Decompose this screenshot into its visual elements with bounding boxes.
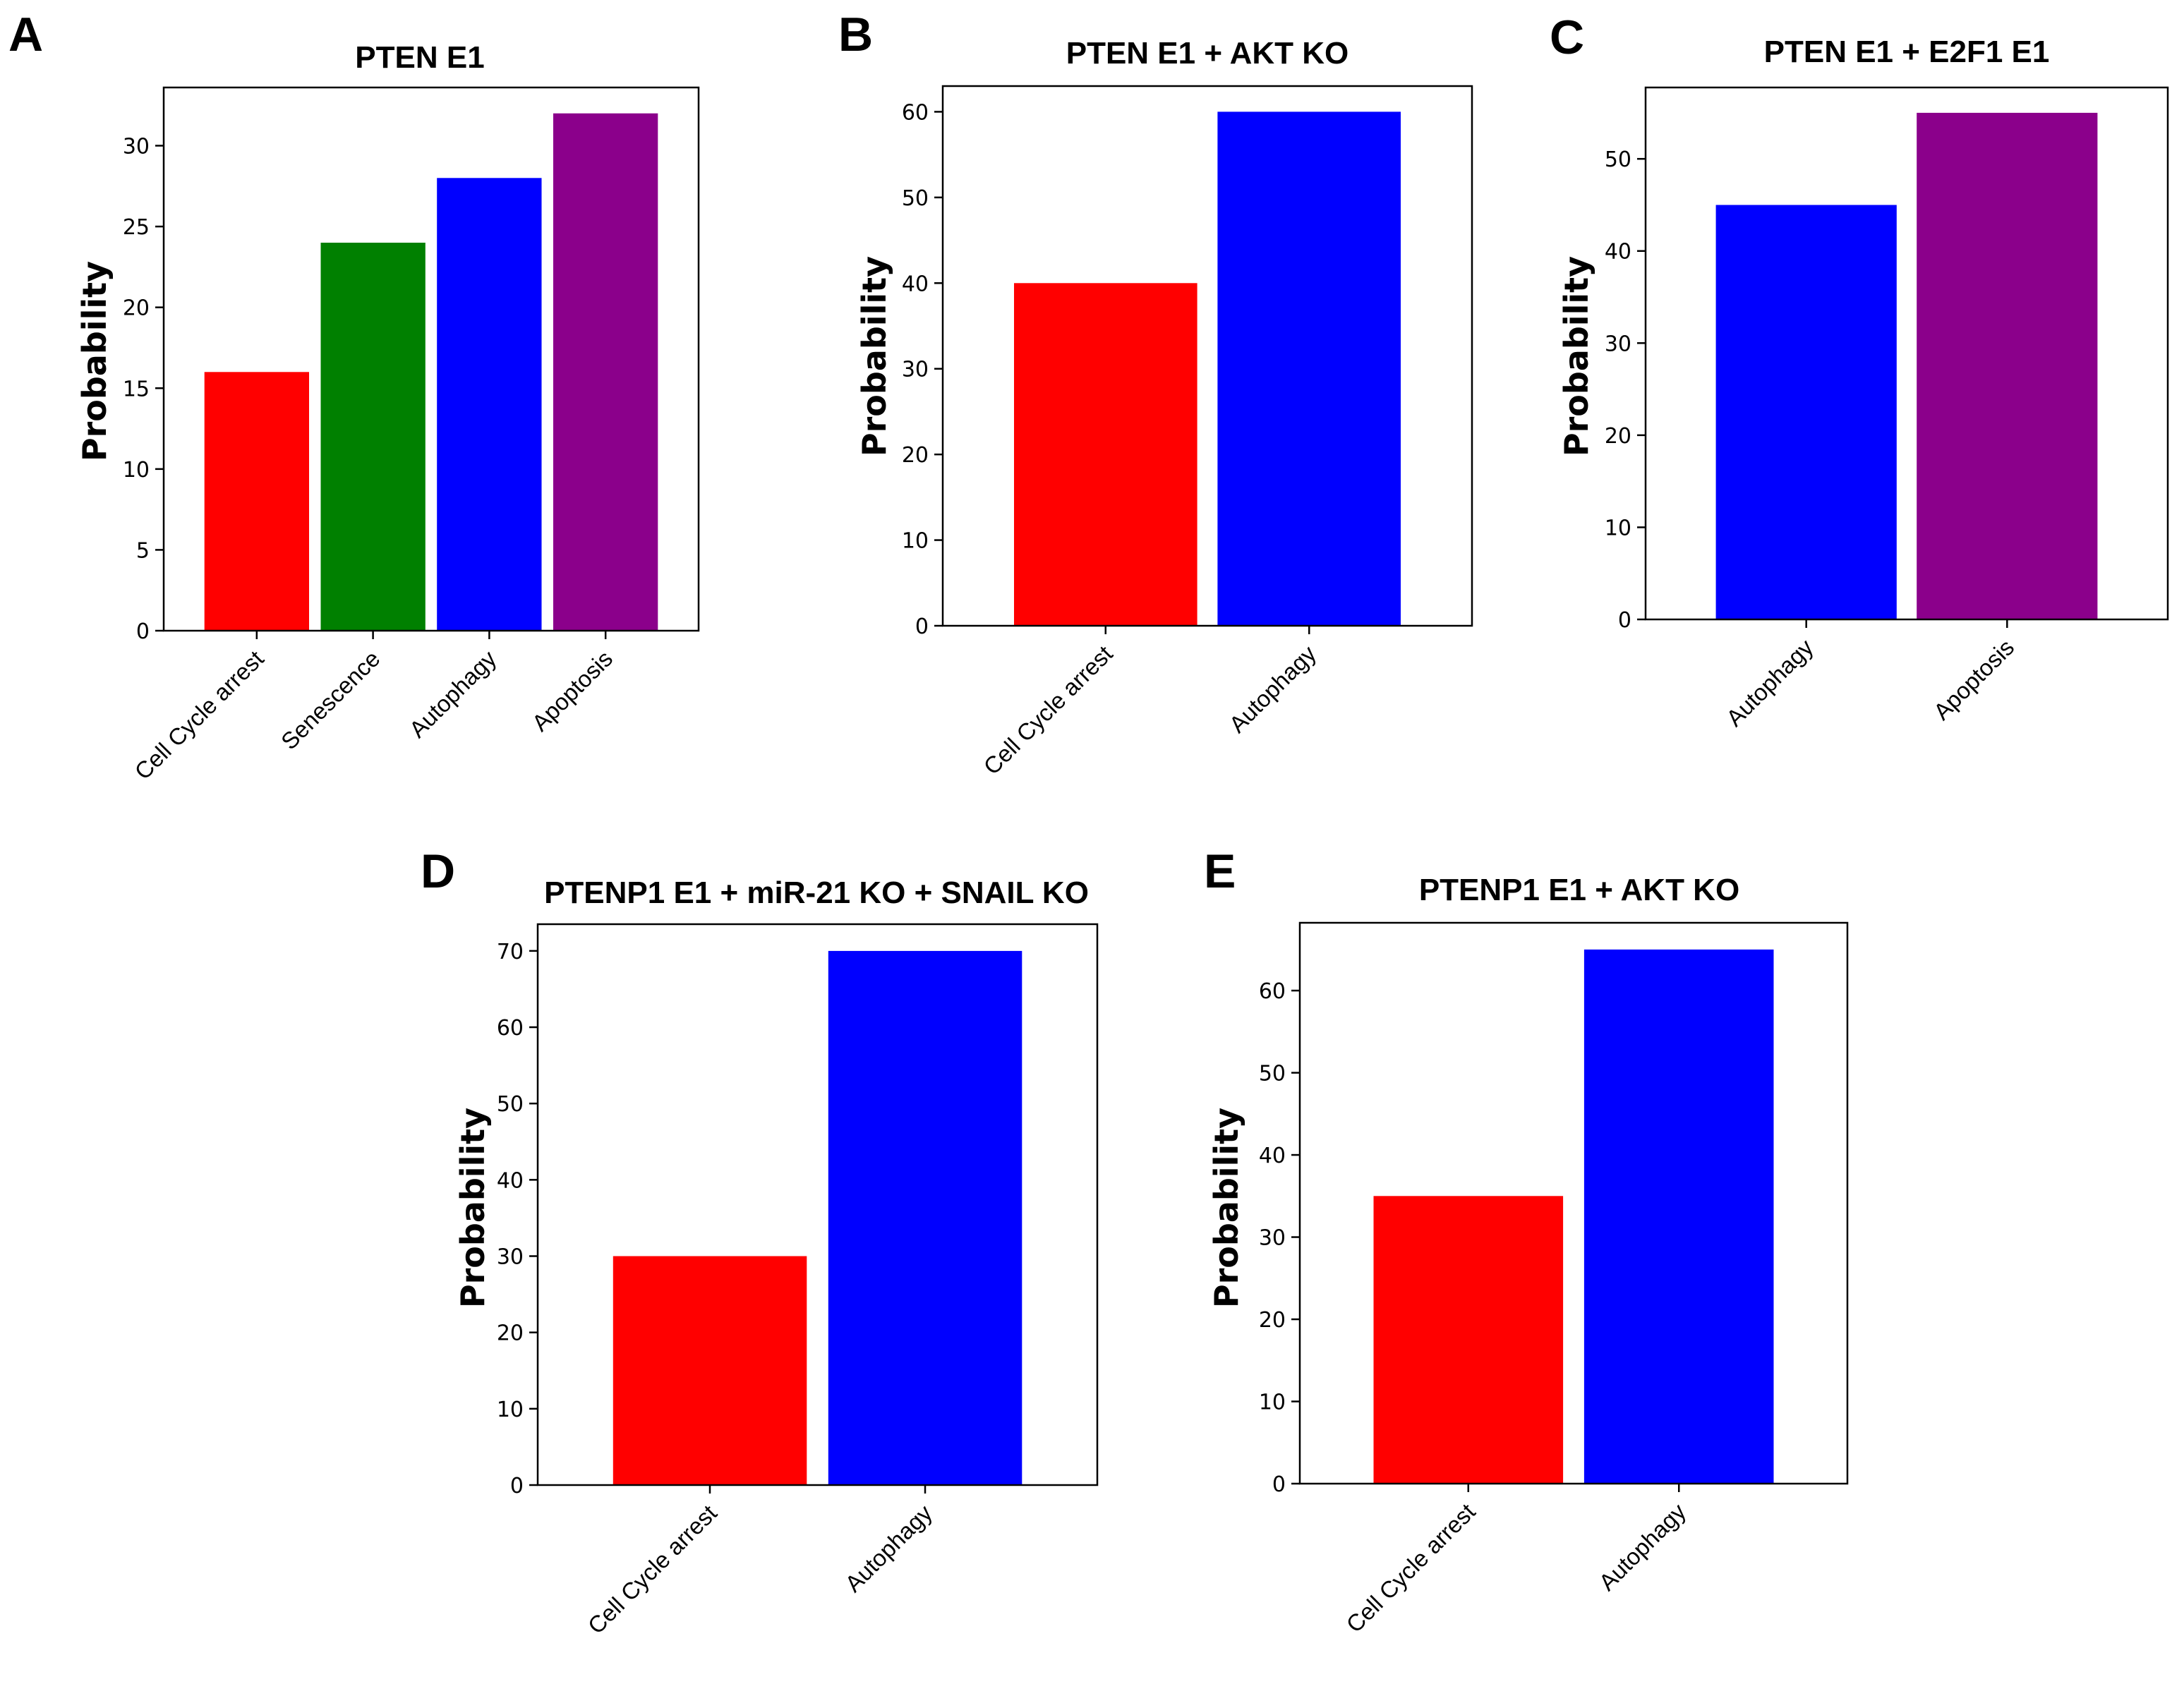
x-tick-label: Autophagy <box>1593 1498 1691 1595</box>
y-tick-label: 0 <box>510 1474 524 1498</box>
y-axis-label: Probability <box>855 256 893 456</box>
chart-panel-c: C PTEN E1 + E2F1 E1 Probability 0 10 20 30 40 50… <box>1550 11 2169 732</box>
bar-autophagy <box>1715 205 1897 619</box>
bar-cell-cycle-arrest <box>1373 1196 1564 1484</box>
chart-title: PTEN E1 <box>355 40 484 75</box>
chart-panel-a: A PTEN E1 Probability 0 5 10 15 20 25 30 Cell Cycl… <box>8 8 700 785</box>
y-tick-label: 20 <box>1259 1308 1286 1333</box>
axes-frame <box>941 85 1473 627</box>
y-tick-label: 20 <box>902 443 929 468</box>
panel-letter: E <box>1204 844 1236 898</box>
chart-title: PTENP1 E1 + miR-21 KO + SNAIL KO <box>544 876 1089 910</box>
x-tick-label: Autophagy <box>1224 640 1321 737</box>
y-tick-label: 0 <box>915 614 929 639</box>
chart-title: PTEN E1 + E2F1 E1 <box>1764 35 2050 69</box>
bar-autophagy <box>1583 949 1774 1484</box>
bar-cell-cycle-arrest <box>613 1256 807 1485</box>
axes-frame <box>1644 86 2169 621</box>
y-tick-label: 50 <box>902 186 929 211</box>
y-tick-label: 60 <box>1259 979 1286 1004</box>
y-tick-label: 50 <box>497 1092 524 1117</box>
chart-title: PTENP1 E1 + AKT KO <box>1419 873 1739 907</box>
bar-autophagy <box>1217 111 1401 626</box>
y-tick-label: 10 <box>902 529 929 554</box>
axes-frame <box>536 923 1099 1486</box>
chart-title: PTEN E1 + AKT KO <box>1066 36 1349 71</box>
x-tick-label: Cell Cycle arrest <box>978 641 1117 780</box>
y-tick-label: 20 <box>123 296 150 321</box>
x-tick-label: Autophagy <box>1721 634 1818 731</box>
y-tick-label: 30 <box>1259 1226 1286 1251</box>
y-tick-label: 10 <box>497 1398 524 1422</box>
y-tick-label: 15 <box>123 377 150 401</box>
y-tick-label: 10 <box>1605 516 1631 540</box>
y-tick-label: 20 <box>497 1321 524 1346</box>
y-tick-label: 50 <box>1605 147 1631 172</box>
x-tick-label: Cell Cycle arrest <box>1341 1498 1480 1637</box>
x-tick-label: Cell Cycle arrest <box>583 1500 722 1639</box>
panel-letter: A <box>8 8 43 61</box>
y-tick-label: 0 <box>1272 1472 1286 1497</box>
chart-panel-b: B PTEN E1 + AKT KO Probability 0 10 20 30 40 50 6… <box>838 8 1473 780</box>
bar-autophagy <box>828 950 1022 1485</box>
y-tick-label: 50 <box>1259 1062 1286 1086</box>
y-tick-label: 40 <box>1605 240 1631 265</box>
y-tick-label: 20 <box>1605 424 1631 449</box>
y-tick-label: 40 <box>1259 1144 1286 1168</box>
bar-cell-cycle-arrest <box>204 372 309 631</box>
y-tick-label: 60 <box>902 100 929 125</box>
panel-letter: D <box>421 844 455 898</box>
y-tick-label: 30 <box>902 358 929 382</box>
y-axis-label: Probability <box>454 1108 492 1308</box>
x-tick-label: Apoptosis <box>1929 634 2020 725</box>
y-tick-label: 25 <box>123 215 150 240</box>
bar-apoptosis <box>553 113 658 631</box>
axes-frame <box>1298 921 1849 1485</box>
x-tick-label: Apoptosis <box>526 646 617 737</box>
bar-apoptosis <box>1917 112 2098 619</box>
y-tick-label: 30 <box>1605 332 1631 356</box>
y-tick-label: 10 <box>1259 1391 1286 1415</box>
y-axis-label: Probability <box>1557 256 1595 456</box>
x-tick-label: Senescence <box>276 646 385 755</box>
y-tick-label: 0 <box>136 619 150 644</box>
y-tick-label: 0 <box>1618 608 1631 633</box>
y-tick-label: 5 <box>136 538 150 563</box>
bar-senescence <box>320 243 426 631</box>
y-axis-label: Probability <box>76 261 114 461</box>
y-tick-label: 60 <box>497 1016 524 1041</box>
y-tick-label: 70 <box>497 940 524 964</box>
y-tick-label: 40 <box>497 1168 524 1193</box>
chart-panel-d: D PTENP1 E1 + miR-21 KO + SNAIL KO Probabi… <box>421 844 1099 1639</box>
bar-autophagy <box>437 178 542 631</box>
bar-cell-cycle-arrest <box>1014 283 1197 626</box>
panel-letter: C <box>1550 11 1584 64</box>
axes-frame <box>162 86 700 632</box>
x-tick-label: Cell Cycle arrest <box>129 646 268 785</box>
y-tick-label: 40 <box>902 272 929 296</box>
y-tick-label: 10 <box>123 458 150 483</box>
y-tick-label: 30 <box>497 1245 524 1270</box>
y-tick-label: 30 <box>123 135 150 159</box>
chart-panel-e: E PTENP1 E1 + AKT KO Probability 0 10 20 30 40 5… <box>1204 844 1849 1637</box>
panel-letter: B <box>838 8 873 61</box>
y-axis-label: Probability <box>1207 1108 1245 1308</box>
x-tick-label: Autophagy <box>404 645 502 742</box>
x-tick-label: Autophagy <box>840 1499 937 1597</box>
